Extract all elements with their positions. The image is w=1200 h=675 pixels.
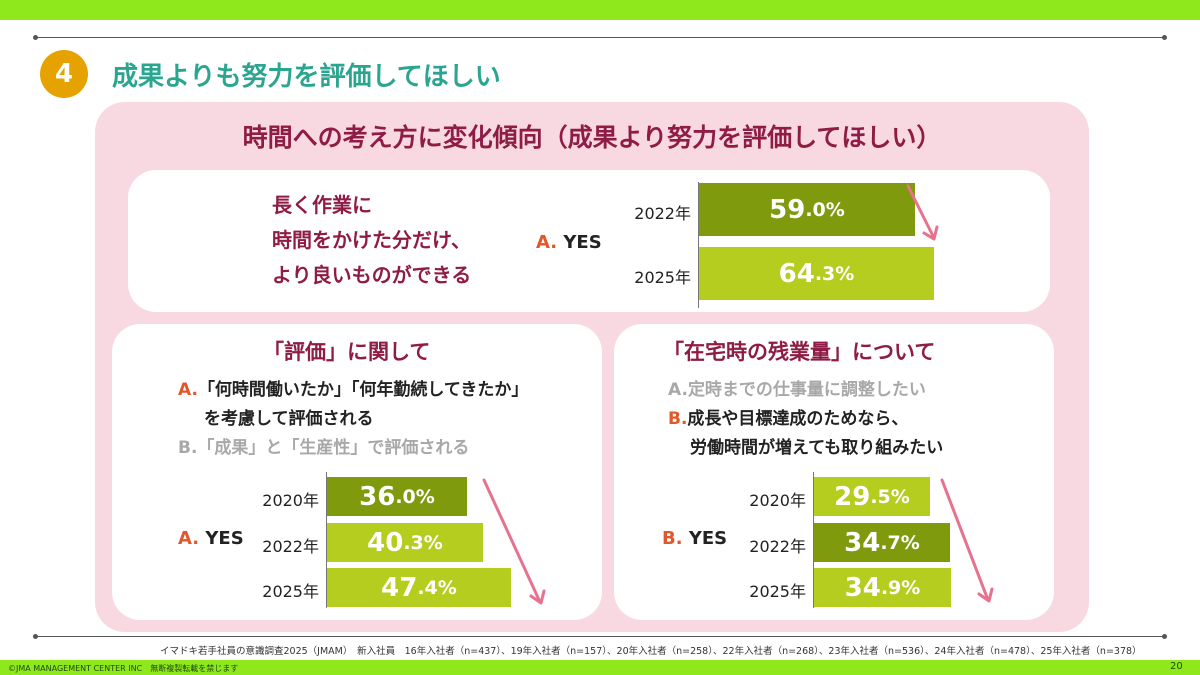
bar-value-label: 34 bbox=[844, 572, 881, 603]
option-letter: A. bbox=[668, 380, 688, 400]
panel1-question-line: 長く作業に bbox=[272, 193, 372, 217]
bar: 59.0% bbox=[699, 183, 915, 236]
panel2-option-b: B.「成果」と「生産性」で評価される bbox=[178, 433, 469, 458]
section-number-badge: 4 bbox=[40, 50, 88, 98]
panel1-question-line: 時間をかけた分だけ、 bbox=[272, 228, 471, 252]
top-divider bbox=[33, 35, 1167, 40]
panel2-option-a-cont: を考慮して評価される bbox=[204, 409, 374, 429]
year-tick-label: 2022年 bbox=[262, 536, 319, 556]
option-letter: B. bbox=[668, 409, 688, 429]
bar-value-decimal: .5% bbox=[870, 485, 910, 508]
panel3-subtitle: 「在宅時の残業量」について bbox=[663, 340, 936, 364]
bar-value-label: 36 bbox=[359, 481, 396, 512]
year-tick-label: 2020年 bbox=[749, 490, 806, 510]
bar-value-label: 34 bbox=[844, 527, 881, 558]
copyright: ©JMA MANAGEMENT CENTER INC 無断複製転載を禁じます bbox=[8, 664, 239, 673]
option-text: 「成果」と「生産性」で評価される bbox=[197, 438, 470, 458]
bottom-accent-bar bbox=[0, 660, 1200, 675]
bar-value-decimal: .3% bbox=[814, 262, 855, 285]
panel2-subtitle: 「評価」に関して bbox=[263, 340, 431, 364]
bar: 64.3% bbox=[699, 247, 934, 300]
year-tick-label: 2025年 bbox=[262, 581, 319, 601]
year-tick-label: 2025年 bbox=[749, 581, 806, 601]
year-tick-label: 2022年 bbox=[634, 203, 691, 223]
option-text: 成長や目標達成のためなら、 bbox=[687, 409, 909, 429]
option-letter: A. bbox=[178, 380, 198, 400]
bar: 36.0% bbox=[327, 477, 467, 516]
answer-text: YES bbox=[563, 232, 602, 253]
panel3-answer-label: B. YES bbox=[662, 528, 727, 549]
bar-value-label: 47 bbox=[381, 572, 418, 603]
panel3-option-a: A.定時までの仕事量に調整したい bbox=[668, 375, 926, 400]
answer-text: YES bbox=[205, 528, 244, 549]
bottom-divider bbox=[33, 634, 1167, 639]
source-footnote: イマドキ若手社員の意識調査2025（JMAM） 新入社員 16年入社者（n=43… bbox=[160, 646, 1142, 657]
bar-value-label: 64 bbox=[778, 258, 815, 289]
bar: 29.5% bbox=[814, 477, 930, 516]
year-tick-label: 2025年 bbox=[634, 267, 691, 287]
bar: 40.3% bbox=[327, 523, 483, 562]
year-tick-label: 2022年 bbox=[749, 536, 806, 556]
panel1-question: 長く作業に 時間をかけた分だけ、 より良いものができる bbox=[272, 188, 471, 293]
section-heading: 成果よりも努力を評価してほしい bbox=[112, 62, 501, 92]
answer-letter: A. bbox=[178, 528, 200, 549]
top-accent-bar bbox=[0, 0, 1200, 20]
bar-value-label: 29 bbox=[834, 481, 871, 512]
panel3-axis bbox=[813, 472, 814, 608]
panel1-answer-label: A. YES bbox=[536, 232, 602, 253]
bar-value-decimal: .0% bbox=[395, 485, 435, 508]
answer-text: YES bbox=[688, 528, 728, 549]
panel3-option-b: B.成長や目標達成のためなら、 bbox=[668, 404, 908, 429]
bar-value-label: 59 bbox=[769, 194, 806, 225]
main-title: 時間への考え方に変化傾向（成果より努力を評価してほしい） bbox=[242, 123, 942, 152]
bar: 34.9% bbox=[814, 568, 951, 607]
panel2-axis bbox=[326, 472, 327, 608]
answer-letter: B. bbox=[662, 528, 683, 549]
option-letter: B. bbox=[178, 438, 198, 458]
page-number: 20 bbox=[1170, 661, 1183, 672]
option-text: 「何時間働いたか」「何年勤続してきたか」 bbox=[197, 380, 529, 400]
panel2-option-a: A.「何時間働いたか」「何年勤続してきたか」 bbox=[178, 375, 528, 400]
panel3-option-b-cont: 労働時間が増えても取り組みたい bbox=[690, 438, 944, 458]
bar: 47.4% bbox=[327, 568, 511, 607]
panel1-question-line: より良いものができる bbox=[272, 263, 472, 287]
bar-value-decimal: .9% bbox=[880, 576, 921, 599]
bar-value-decimal: .3% bbox=[403, 531, 443, 554]
bar-value-decimal: .0% bbox=[805, 198, 845, 221]
bar-value-label: 40 bbox=[367, 527, 404, 558]
bar: 34.7% bbox=[814, 523, 950, 562]
option-text: 定時までの仕事量に調整したい bbox=[687, 380, 926, 400]
panel2-answer-label: A. YES bbox=[178, 528, 244, 549]
bar-value-decimal: .4% bbox=[417, 576, 457, 599]
panel1-axis bbox=[698, 182, 699, 308]
bar-value-decimal: .7% bbox=[880, 531, 920, 554]
year-tick-label: 2020年 bbox=[262, 490, 319, 510]
answer-letter: A. bbox=[536, 232, 558, 253]
